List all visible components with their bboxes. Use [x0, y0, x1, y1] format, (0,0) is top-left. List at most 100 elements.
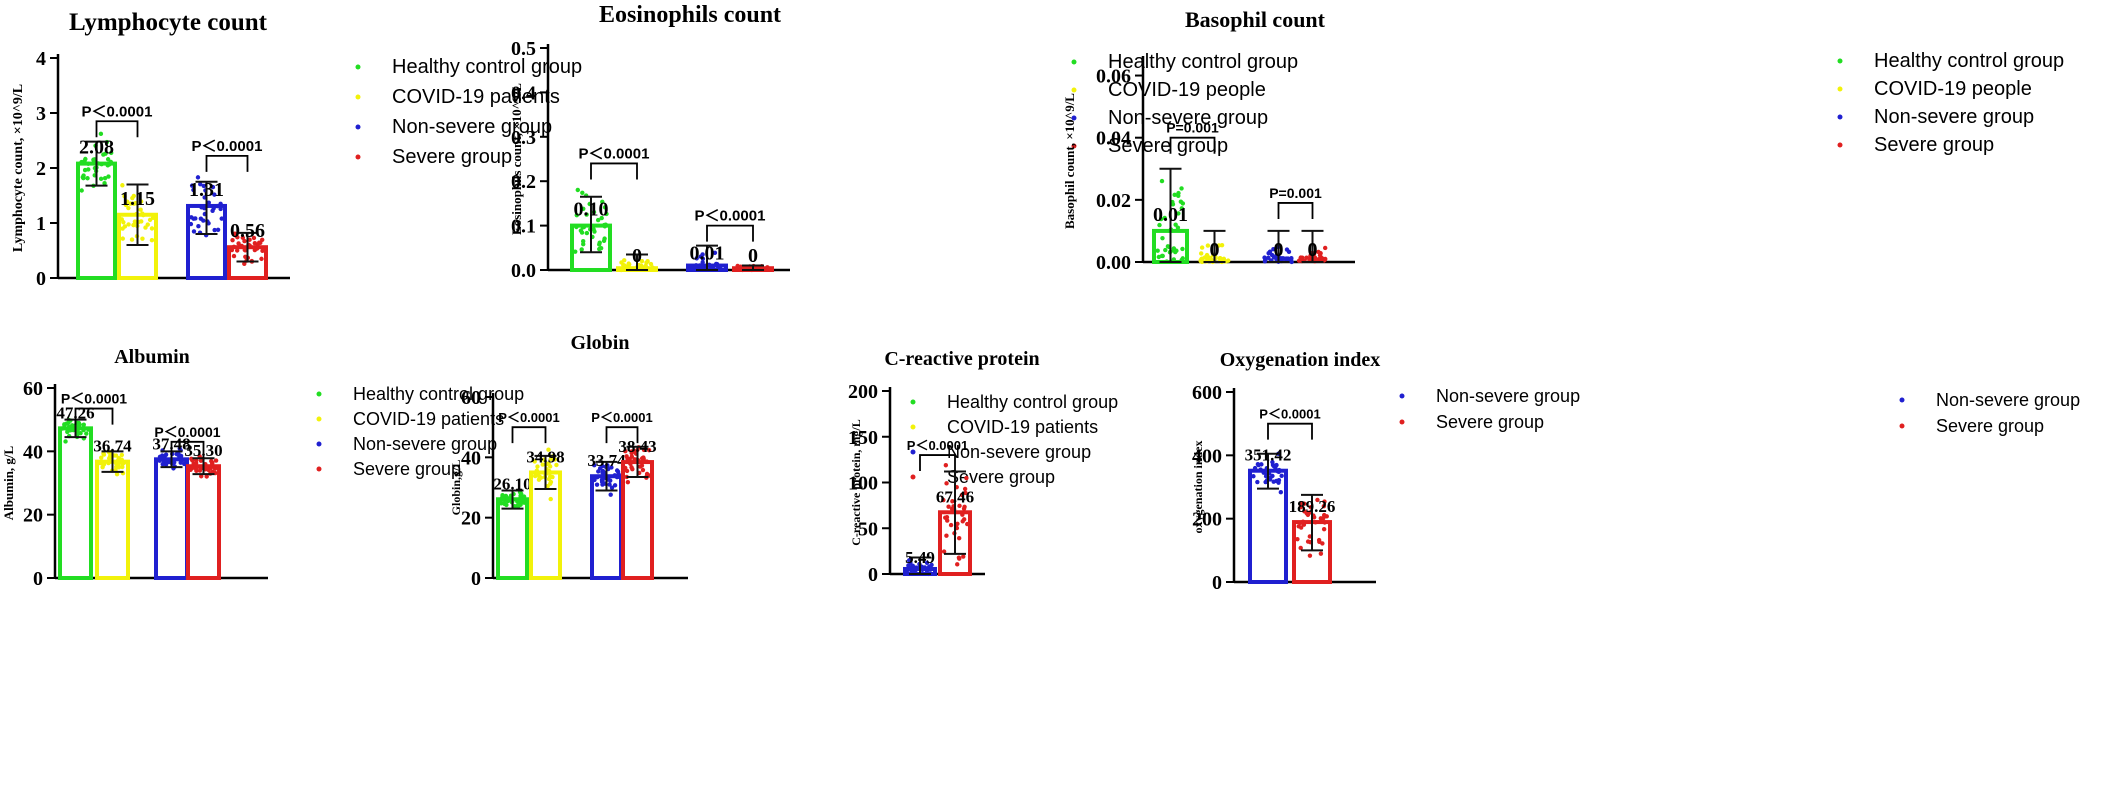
data-point — [215, 203, 220, 209]
significance-bracket — [919, 454, 956, 472]
data-point — [1266, 251, 1271, 256]
data-point — [243, 254, 248, 259]
chart-title: Albumin — [114, 346, 190, 368]
data-point — [116, 465, 122, 470]
data-point — [1198, 251, 1204, 256]
data-point — [625, 456, 630, 461]
data-point — [644, 459, 650, 464]
significance-bracket — [74, 407, 114, 425]
legend-marker — [316, 391, 322, 397]
p-value-label: P＜0.0001 — [579, 145, 650, 162]
data-point — [548, 496, 553, 502]
data-point — [126, 205, 131, 211]
bar — [58, 426, 93, 580]
data-point — [944, 533, 949, 538]
data-point — [204, 474, 209, 479]
data-point — [518, 497, 523, 502]
data-point — [1286, 249, 1292, 255]
data-point — [1307, 553, 1313, 558]
data-point — [210, 208, 215, 213]
legend-entry: Severe group — [1108, 135, 1228, 157]
data-point — [735, 266, 741, 271]
data-point — [98, 176, 104, 182]
data-point — [240, 235, 246, 240]
data-point — [130, 195, 135, 201]
y-axis-label: oxygenation index — [1191, 440, 1205, 533]
data-point — [599, 479, 605, 485]
data-point — [941, 549, 947, 554]
y-tick-label: 0 — [33, 568, 43, 590]
legend-marker — [1837, 114, 1843, 120]
data-point — [131, 201, 137, 206]
data-point — [955, 521, 960, 526]
data-point — [189, 183, 195, 188]
p-value-label: P=0.001 — [1269, 185, 1322, 201]
data-point — [1315, 497, 1320, 503]
data-point — [574, 224, 579, 230]
data-point — [145, 222, 150, 227]
data-point — [1258, 467, 1263, 472]
data-label: 0.01 — [1153, 204, 1188, 226]
data-point — [218, 206, 223, 212]
data-point — [573, 249, 578, 254]
data-point — [962, 486, 968, 492]
data-point — [1259, 462, 1264, 467]
data-point — [963, 490, 968, 496]
data-point — [700, 260, 705, 265]
data-point — [713, 261, 719, 267]
data-point — [694, 256, 699, 261]
data-point — [1317, 253, 1323, 258]
p-value-label: P＜0.0001 — [192, 138, 263, 155]
y-tick-label: 40 — [461, 447, 481, 469]
bar — [496, 497, 529, 581]
data-point — [607, 482, 612, 487]
data-point — [140, 236, 145, 241]
data-point — [580, 190, 585, 195]
data-point — [581, 241, 586, 247]
data-point — [195, 175, 201, 180]
data-label: 0 — [632, 245, 642, 267]
data-point — [120, 236, 125, 241]
data-point — [581, 206, 586, 211]
significance-bracket — [95, 120, 139, 138]
data-point — [1180, 246, 1185, 252]
data-point — [66, 420, 71, 426]
data-point — [182, 461, 187, 467]
data-point — [60, 426, 65, 431]
data-point — [959, 492, 965, 498]
y-tick-label: 3 — [36, 103, 46, 125]
data-point — [1159, 178, 1165, 184]
legend-entry: COVID-19 patients — [353, 409, 504, 429]
data-point — [260, 248, 265, 254]
legend-entry: COVID-19 patients — [392, 86, 560, 108]
chart-panel: Oxygenation index oxygenation index 0 200 40… — [1191, 349, 2080, 594]
legend-entry: Non-severe group — [353, 434, 497, 454]
data-point — [122, 224, 128, 229]
y-tick-label: 2 — [36, 158, 46, 180]
data-label: 0 — [1210, 239, 1220, 261]
legend-marker — [1399, 393, 1405, 399]
data-point — [521, 494, 527, 499]
data-point — [1295, 536, 1300, 542]
data-point — [591, 209, 597, 215]
data-point — [537, 474, 542, 479]
data-point — [143, 225, 148, 230]
data-label: 1.31 — [189, 179, 224, 201]
p-value-label: P＜0.0001 — [154, 424, 220, 440]
chart-title: Eosinophils count — [599, 2, 781, 28]
data-point — [944, 481, 949, 486]
significance-bracket — [170, 440, 205, 458]
chart-panel: C-reactive protein C-reactive protein, mg… — [848, 348, 1580, 586]
data-point — [1307, 534, 1313, 539]
data-point — [1274, 462, 1279, 468]
data-point — [623, 465, 628, 471]
data-point — [1276, 479, 1281, 484]
data-point — [950, 499, 955, 504]
data-point — [639, 463, 645, 468]
legend-marker — [1071, 59, 1077, 65]
significance-bracket — [1169, 136, 1216, 154]
data-point — [242, 238, 247, 244]
data-point — [625, 479, 631, 485]
data-point — [1321, 503, 1327, 509]
data-point — [623, 449, 628, 454]
